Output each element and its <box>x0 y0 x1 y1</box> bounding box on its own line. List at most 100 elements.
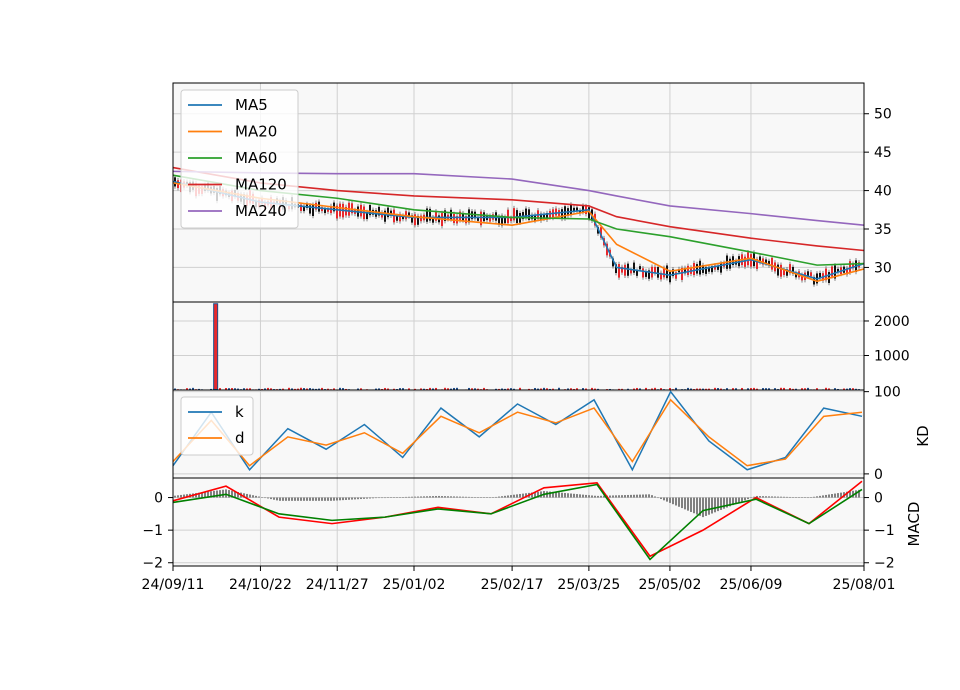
volume-bar <box>792 388 794 390</box>
macd-histogram-bar <box>366 497 368 499</box>
candle-body <box>636 270 638 276</box>
candle-body <box>384 210 386 222</box>
candle-body <box>684 267 686 274</box>
price-y-tick-label: 45 <box>874 145 892 161</box>
candle-body <box>759 256 761 263</box>
volume-bar <box>504 388 506 390</box>
volume-y-tick-label: 2000 <box>874 314 910 330</box>
volume-bar <box>357 388 359 390</box>
candle-body <box>414 214 416 226</box>
volume-bar <box>534 387 536 390</box>
macd-histogram-bar <box>657 497 659 499</box>
candle-body <box>852 263 854 269</box>
candle-body <box>783 269 785 276</box>
candle-body <box>573 207 575 212</box>
volume-bar <box>510 388 512 390</box>
volume-bar <box>249 388 251 390</box>
macd-histogram-bar <box>531 492 533 498</box>
macd-histogram-bar <box>663 497 665 501</box>
macd-histogram-bar <box>756 495 758 498</box>
macd-histogram-bar <box>558 492 560 498</box>
macd-histogram-bar <box>270 497 272 500</box>
macd-histogram-bar <box>771 496 773 498</box>
macd-histogram-bar <box>198 492 200 498</box>
volume-bar <box>303 388 305 390</box>
volume-bar <box>675 387 677 390</box>
volume-bar <box>756 388 758 390</box>
candle-body <box>780 264 782 277</box>
macd-histogram-bar <box>276 497 278 501</box>
candle-body <box>624 264 626 276</box>
volume-bar <box>582 388 584 390</box>
volume-bar <box>426 388 428 390</box>
candle-body <box>642 268 644 278</box>
macd-histogram-bar <box>750 497 752 499</box>
macd-histogram-bar <box>447 496 449 498</box>
volume-bar <box>456 387 458 390</box>
candle-body <box>510 217 512 222</box>
macd-histogram-bar <box>807 497 809 499</box>
macd-histogram-bar <box>405 496 407 498</box>
volume-bar <box>393 388 395 390</box>
macd-histogram-bar <box>252 495 254 498</box>
macd-histogram-bar <box>201 492 203 498</box>
candle-body <box>639 266 641 270</box>
macd-histogram-bar <box>720 497 722 510</box>
volume-bar <box>570 388 572 390</box>
volume-bar <box>705 388 707 390</box>
candle-body <box>771 257 773 270</box>
macd-histogram-bar <box>591 495 593 498</box>
volume-bar <box>558 387 560 390</box>
macd-histogram-bar <box>687 497 689 511</box>
volume-bar <box>774 388 776 390</box>
volume-bar <box>639 388 641 390</box>
macd-left-tick-label: 0 <box>154 491 163 507</box>
macd-histogram-bar <box>699 497 701 516</box>
volume-bar <box>186 388 188 390</box>
volume-bar <box>765 388 767 390</box>
volume-bar <box>228 388 230 390</box>
volume-bar <box>762 388 764 390</box>
macd-histogram-bar <box>210 491 212 498</box>
macd-histogram-bar <box>753 496 755 498</box>
macd-histogram-bar <box>258 496 260 498</box>
volume-bar <box>477 388 479 390</box>
macd-histogram-bar <box>303 497 305 501</box>
macd-histogram-bar <box>456 496 458 498</box>
volume-bar <box>414 388 416 390</box>
volume-bar <box>804 388 806 390</box>
volume-bar <box>498 388 500 390</box>
candle-body <box>657 267 659 278</box>
volume-bar <box>735 388 737 390</box>
macd-histogram-bar <box>747 497 749 500</box>
volume-bar <box>483 387 485 390</box>
macd-histogram-bar <box>666 497 668 502</box>
macd-histogram-bar <box>321 497 323 501</box>
legend-label: MA120 <box>235 176 287 194</box>
volume-bar <box>453 387 455 390</box>
volume-bar <box>342 388 344 390</box>
volume-bar <box>294 388 296 390</box>
volume-bar <box>708 388 710 390</box>
macd-histogram-bar <box>576 494 578 498</box>
macd-histogram-bar <box>225 489 227 498</box>
macd-histogram-bar <box>660 497 662 500</box>
macd-histogram-bar <box>195 493 197 498</box>
candle-body <box>429 208 431 221</box>
macd-histogram-bar <box>705 497 707 516</box>
macd-histogram-bar <box>708 497 710 515</box>
candle-body <box>825 268 827 281</box>
candle-body <box>315 202 317 210</box>
candle-body <box>720 263 722 273</box>
volume-bar <box>717 388 719 390</box>
macd-histogram-bar <box>480 497 482 498</box>
macd-histogram-bar <box>354 497 356 500</box>
candle-body <box>402 215 404 220</box>
macd-histogram-bar <box>624 495 626 498</box>
volume-bar <box>576 388 578 390</box>
volume-bar <box>597 388 599 390</box>
candle-body <box>336 205 338 219</box>
macd-histogram-bar <box>327 497 329 501</box>
macd-histogram-bar <box>174 495 176 498</box>
macd-histogram-bar <box>441 496 443 498</box>
